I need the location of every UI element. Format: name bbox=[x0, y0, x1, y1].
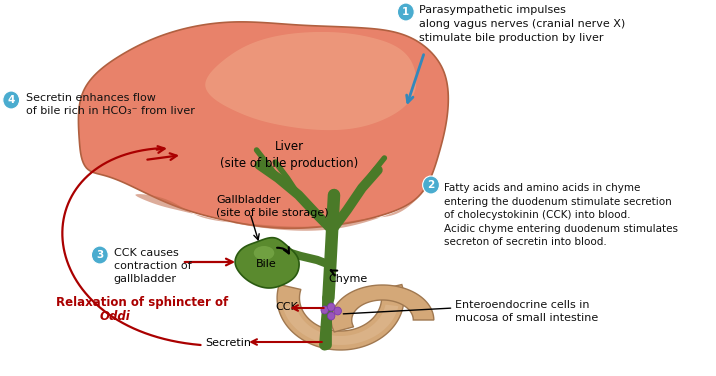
Circle shape bbox=[321, 306, 329, 314]
Polygon shape bbox=[235, 238, 299, 288]
Circle shape bbox=[3, 91, 19, 109]
Text: Oddi: Oddi bbox=[100, 310, 130, 323]
Text: Enteroendocrine cells in
mucosa of small intestine: Enteroendocrine cells in mucosa of small… bbox=[455, 300, 599, 323]
Text: Bile: Bile bbox=[256, 259, 276, 269]
Text: Chyme: Chyme bbox=[329, 274, 367, 284]
Polygon shape bbox=[135, 185, 430, 231]
Polygon shape bbox=[277, 285, 404, 350]
Circle shape bbox=[327, 303, 335, 311]
Text: 2: 2 bbox=[427, 180, 435, 190]
Text: CCK: CCK bbox=[275, 302, 298, 312]
Text: CCK causes
contraction of
gallbladder: CCK causes contraction of gallbladder bbox=[114, 248, 191, 284]
Circle shape bbox=[422, 176, 440, 194]
Text: 4: 4 bbox=[7, 95, 15, 105]
Text: Relaxation of sphincter of: Relaxation of sphincter of bbox=[56, 296, 228, 309]
Ellipse shape bbox=[253, 246, 274, 260]
Text: Gallbladder
(site of bile storage): Gallbladder (site of bile storage) bbox=[216, 195, 329, 218]
Circle shape bbox=[327, 312, 335, 320]
Text: 3: 3 bbox=[96, 250, 103, 260]
Polygon shape bbox=[283, 305, 398, 345]
Text: Liver
(site of bile production): Liver (site of bile production) bbox=[220, 140, 358, 170]
Polygon shape bbox=[205, 32, 416, 130]
Text: Fatty acids and amino acids in chyme
entering the duodenum stimulate secretion
o: Fatty acids and amino acids in chyme ent… bbox=[444, 183, 678, 247]
Text: Secretin: Secretin bbox=[205, 338, 251, 348]
Polygon shape bbox=[79, 22, 448, 228]
Circle shape bbox=[92, 246, 108, 264]
Text: Parasympathetic impulses
along vagus nerves (cranial nerve X)
stimulate bile pro: Parasympathetic impulses along vagus ner… bbox=[419, 5, 625, 43]
Text: Secretin enhances flow
of bile rich in HCO₃⁻ from liver: Secretin enhances flow of bile rich in H… bbox=[26, 93, 195, 116]
Circle shape bbox=[397, 3, 415, 21]
Text: 1: 1 bbox=[402, 7, 410, 17]
Polygon shape bbox=[332, 285, 434, 332]
Circle shape bbox=[334, 307, 342, 315]
